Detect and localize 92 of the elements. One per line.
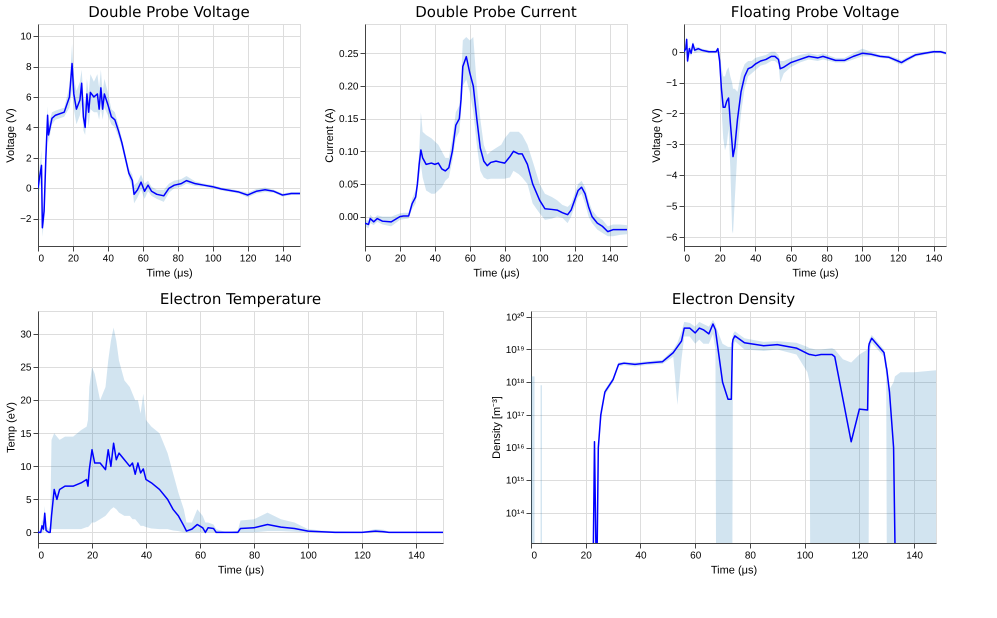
y-tick-label: 25 xyxy=(20,362,32,374)
line-series xyxy=(684,38,946,158)
y-tick-label: 10 xyxy=(20,462,32,473)
y-tick-label: 10²⁰ xyxy=(506,311,524,324)
x-tick-label: 20 xyxy=(86,550,98,562)
x-tick-label: 60 xyxy=(194,550,206,562)
y-axis-title: Voltage (V) xyxy=(651,108,664,163)
y-tick-label: 0.15 xyxy=(339,114,359,126)
x-tick-label: 140 xyxy=(906,550,924,562)
y-tick-label: 0.25 xyxy=(339,48,359,60)
x-tick-label: 60 xyxy=(138,254,150,264)
y-tick-label: 0.05 xyxy=(339,179,359,190)
x-tick-label: 20 xyxy=(394,254,406,264)
y-tick-label: 2 xyxy=(26,153,32,164)
y-tick-label: −4 xyxy=(666,170,678,182)
y-axis-title: Current (A) xyxy=(324,108,336,163)
x-tick-label: 80 xyxy=(248,550,260,562)
y-tick-label: 0.10 xyxy=(339,146,359,158)
y-tick-label: 0.20 xyxy=(339,82,359,93)
x-tick-label: 140 xyxy=(408,550,426,562)
x-tick-label: 0 xyxy=(38,254,44,264)
y-tick-label: 10 xyxy=(20,32,32,43)
y-tick-label: 10¹⁶ xyxy=(506,443,524,454)
x-tick-label: 140 xyxy=(602,254,619,264)
y-tick-label: 0 xyxy=(26,528,32,539)
y-axis-title: Voltage (V) xyxy=(5,108,18,163)
chart-title: Electron Temperature xyxy=(160,290,322,308)
y-tick-label: −3 xyxy=(666,140,678,151)
x-tick-label: 80 xyxy=(172,254,184,264)
x-tick-label: 100 xyxy=(854,254,872,264)
x-tick-label: 0 xyxy=(684,254,690,264)
y-tick-label: 5 xyxy=(26,494,32,506)
y-tick-label: 4 xyxy=(26,122,32,134)
x-tick-label: 40 xyxy=(102,254,114,264)
y-tick-label: 30 xyxy=(20,330,32,341)
y-axis-title: Density [m⁻³] xyxy=(490,396,503,459)
x-tick-label: 0 xyxy=(366,254,372,264)
x-tick-label: 120 xyxy=(354,550,372,562)
x-axis-title: Time (μs) xyxy=(473,268,520,280)
y-tick-label: 0.00 xyxy=(339,212,359,224)
x-tick-label: 40 xyxy=(635,550,647,562)
x-tick-label: 20 xyxy=(580,550,592,562)
x-tick-label: 40 xyxy=(430,254,442,264)
x-axis-title: Time (μs) xyxy=(146,268,193,280)
y-tick-label: −2 xyxy=(666,108,678,120)
y-tick-label: 8 xyxy=(26,62,32,74)
chart-title: Double Probe Voltage xyxy=(88,3,250,21)
y-tick-label: 6 xyxy=(26,92,32,104)
y-tick-label: −2 xyxy=(20,214,32,226)
y-tick-label: 0 xyxy=(26,184,32,195)
x-tick-label: 80 xyxy=(822,254,834,264)
y-tick-label: 10¹⁷ xyxy=(506,410,525,422)
x-tick-label: 100 xyxy=(796,550,814,562)
x-tick-label: 60 xyxy=(786,254,798,264)
x-tick-label: 100 xyxy=(300,550,318,562)
y-tick-label: 20 xyxy=(20,396,32,407)
line-series xyxy=(38,442,443,534)
y-tick-label: 10¹⁹ xyxy=(506,344,524,356)
y-tick-label: 10¹⁴ xyxy=(506,508,524,520)
y-tick-label: 10¹⁸ xyxy=(506,378,524,389)
y-tick-label: 15 xyxy=(20,428,32,440)
x-axis-title: Time (μs) xyxy=(218,564,264,576)
y-tick-label: 0 xyxy=(672,47,678,58)
x-tick-label: 100 xyxy=(532,254,549,264)
y-axis-title: Temp (eV) xyxy=(5,402,18,453)
chart-title: Electron Density xyxy=(672,290,796,308)
y-tick-label: −5 xyxy=(666,201,678,212)
x-tick-label: 80 xyxy=(500,254,512,264)
x-tick-label: 120 xyxy=(890,254,908,264)
x-tick-label: 0 xyxy=(38,550,44,562)
x-tick-label: 80 xyxy=(744,550,756,562)
x-tick-label: 20 xyxy=(714,254,726,264)
chart-title: Floating Probe Voltage xyxy=(730,3,900,21)
y-tick-label: −1 xyxy=(666,78,678,90)
x-tick-label: 100 xyxy=(204,254,222,264)
line-series xyxy=(592,323,896,543)
x-axis-title: Time (μs) xyxy=(792,268,839,280)
x-axis-title: Time (μs) xyxy=(710,564,758,576)
x-tick-label: 120 xyxy=(240,254,257,264)
x-tick-label: 120 xyxy=(566,254,584,264)
x-tick-label: 60 xyxy=(690,550,702,562)
x-tick-label: 60 xyxy=(464,254,476,264)
x-tick-label: 40 xyxy=(750,254,762,264)
x-tick-label: 40 xyxy=(140,550,152,562)
y-tick-label: −6 xyxy=(666,232,678,244)
x-tick-label: 120 xyxy=(852,550,869,562)
y-tick-label: 10¹⁵ xyxy=(506,476,524,487)
x-tick-label: 20 xyxy=(68,254,80,264)
x-tick-label: 140 xyxy=(926,254,943,264)
x-tick-label: 0 xyxy=(532,550,538,562)
chart-title: Double Probe Current xyxy=(415,3,577,21)
x-tick-label: 140 xyxy=(274,254,292,264)
